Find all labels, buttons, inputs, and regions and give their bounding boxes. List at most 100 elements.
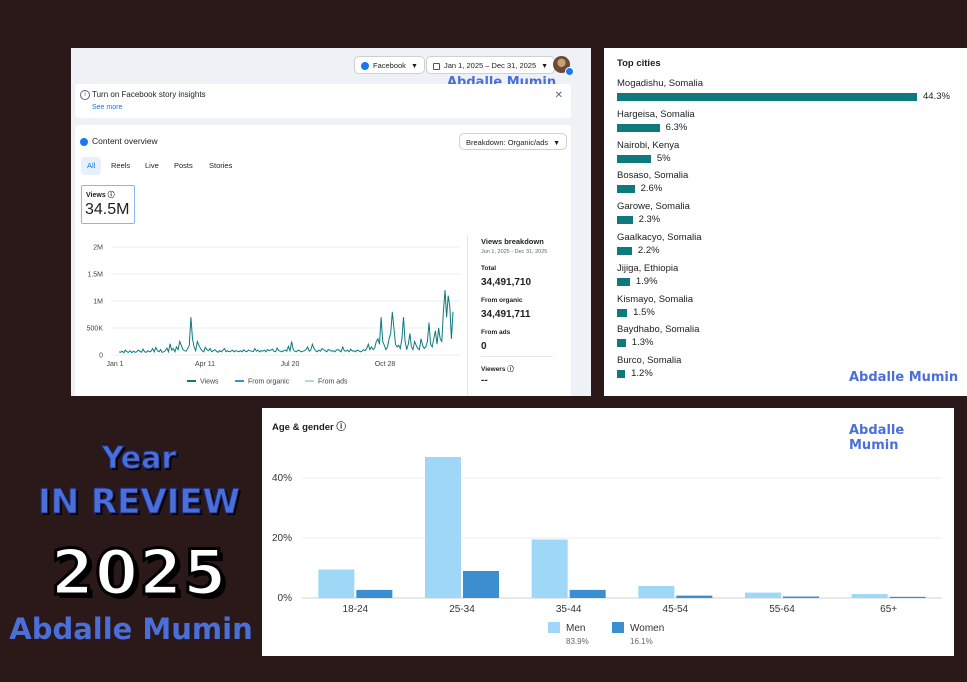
chevron-down-icon: ▼ [553,140,561,147]
legend-label: Men [566,623,585,634]
ads-label: From ads [481,329,511,336]
legend-label: From ads [318,379,348,386]
tab-stories[interactable]: Stories [209,161,233,170]
city-percent: 1.5% [633,306,655,318]
city-bar [617,308,628,317]
facebook-icon [361,62,369,71]
info-icon: ⓘ [107,192,115,199]
city-name: Burco, Somalia [617,355,682,367]
city-percent: 2.6% [640,183,663,195]
x-tick-label: Apr 11 [195,361,215,368]
content-overview-panel: Facebook ▼ Jan 1, 2025 – Dec 31, 2025 ▼ Ab… [71,48,591,396]
breakdown-dropdown[interactable]: Breakdown: Organic/ads ▼ [459,133,568,150]
women-bar [783,596,819,598]
y-tick-label: 0% [278,593,293,604]
men-bar [318,569,355,598]
men-bar [425,457,461,598]
hero-year-word: Year [101,441,177,477]
y-tick-label: 0 [99,353,103,360]
women-bar [356,589,393,598]
women-bar [463,571,499,598]
city-percent: 44.3% [923,91,950,102]
divider [481,356,553,357]
hero-year-number: 2025 [49,535,228,611]
women-bar [676,595,713,598]
men-bar [531,539,568,598]
city-bar [617,277,630,286]
legend-swatch [548,622,560,633]
city-bar [617,339,626,348]
tab-all[interactable]: All [81,157,102,175]
city-bar [617,370,626,379]
city-name: Baydhabo, Somalia [617,324,700,336]
story-insights-banner: i Turn on Facebook story insights See mo… [75,84,571,118]
y-tick-label: 500K [87,326,104,333]
total-value: 34,491,710 [481,277,532,288]
x-tick-label: 18-24 [343,604,369,615]
views-breakdown-range: Jun 1, 2025 - Dec 31, 2025 [481,249,548,255]
tab-reels[interactable]: Reels [111,161,131,170]
city-bar [617,154,651,163]
organic-value: 34,491,711 [481,309,531,320]
city-bar [617,185,635,194]
y-tick-label: 1M [93,299,103,306]
tab-live[interactable]: Live [145,161,159,170]
top-cities-panel: Top cities Mogadishu, Somalia 44.3% Hargei… [604,48,967,396]
legend-swatch [612,622,624,633]
women-bar [889,596,926,598]
x-tick-label: Oct 28 [375,361,396,368]
legend-label: Views [200,379,219,386]
tab-posts[interactable]: Posts [174,161,193,170]
y-tick-label: 40% [272,473,292,484]
city-name: Nairobi, Kenya [617,139,680,151]
see-more-link[interactable]: See more [92,104,123,111]
city-name: Kismayo, Somalia [617,293,694,305]
platform-selector[interactable]: Facebook ▼ [354,56,425,74]
views-metric-card[interactable]: Views ⓘ 34.5M [81,185,135,224]
city-percent: 1.9% [635,275,658,287]
date-range-selector[interactable]: Jan 1, 2025 – Dec 31, 2025 ▼ [426,56,556,74]
info-icon: ⓘ [507,366,514,373]
age-gender-title: Age & gender [272,422,334,433]
x-tick-label: 25-34 [449,604,475,615]
city-bar [617,247,632,255]
viewers-label: Viewers [481,366,506,373]
city-percent: 1.2% [631,368,653,380]
hero-name: Abdalle Mumin [9,612,253,646]
banner-title: Turn on Facebook story insights [92,90,206,99]
city-bar [617,93,917,101]
views-series-line [118,290,454,354]
calendar-icon [433,62,440,70]
legend-total: 16.1% [630,637,653,646]
card-title: Content overview [92,136,158,146]
facebook-badge-icon [565,67,574,76]
city-percent: 2.3% [638,214,661,226]
views-breakdown-title: Views breakdown [481,237,544,246]
city-percent: 2.2% [637,245,660,256]
y-tick-label: 2M [93,245,103,252]
date-range-label: Jan 1, 2025 – Dec 31, 2025 [444,61,537,70]
x-tick-label: 65+ [880,604,897,615]
x-tick-label: 35-44 [556,604,582,615]
men-bar [745,592,781,598]
close-icon[interactable]: ✕ [554,90,563,101]
legend-label: Women [630,623,664,634]
city-percent: 6.3% [665,121,688,133]
viewers-value: -- [481,375,488,386]
age-gender-panel: Age & gender ⓘ Abdalle Mumin 0% 20% 40% 18-… [262,408,954,656]
age-gender-bar-chart: 0% 20% 40% 18-24 25-34 35-44 45-54 55-64 65+ Men 8… [272,457,942,646]
y-tick-label: 1.5M [87,272,103,279]
city-percent: 1.3% [631,337,654,349]
city-name: Gaalkacyo, Somalia [617,232,702,243]
chevron-down-icon: ▼ [541,63,549,70]
city-bar [617,123,660,132]
city-percent: 5% [656,152,671,164]
content-overview-card: Content overview Breakdown: Organic/ads ▼… [75,125,571,396]
divider [467,235,468,396]
top-cities-title: Top cities [617,58,661,69]
city-name: Mogadishu, Somalia [617,78,704,89]
facebook-icon [80,138,88,146]
x-tick-label: Jul 20 [281,361,300,368]
men-bar [851,594,888,598]
city-name: Bosaso, Somalia [617,170,689,182]
